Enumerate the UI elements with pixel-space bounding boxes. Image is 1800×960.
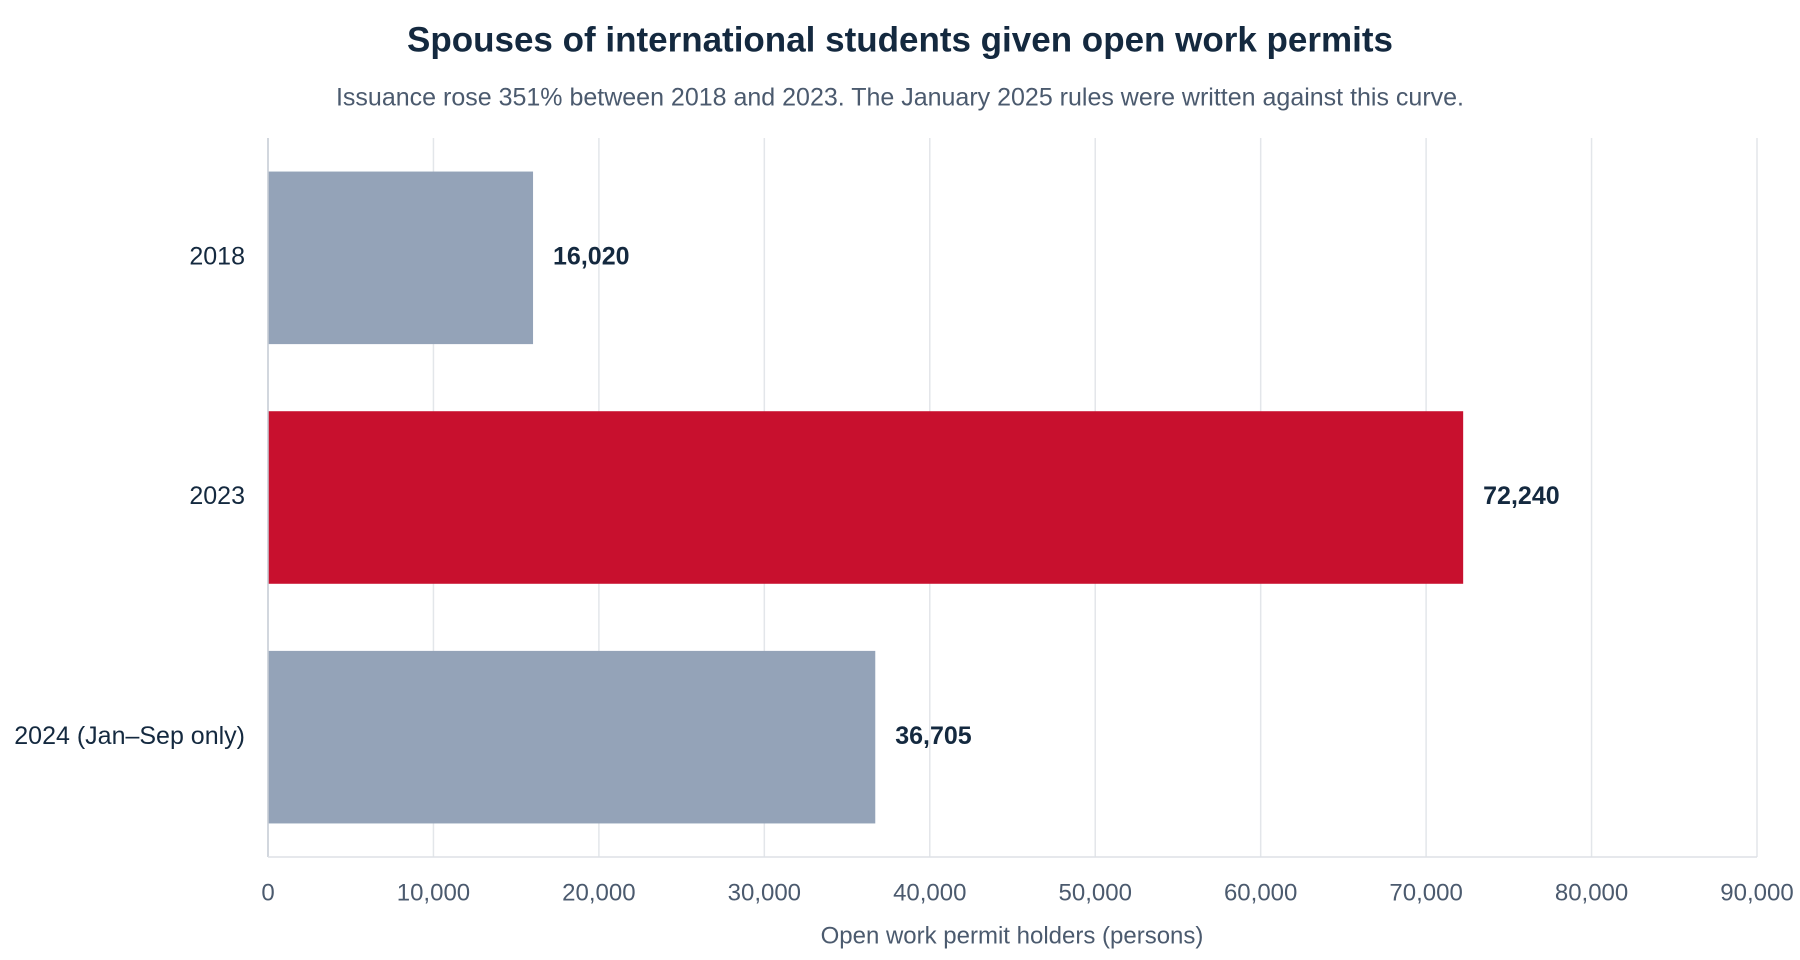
x-tick-label: 40,000 xyxy=(893,879,966,906)
bar xyxy=(268,411,1464,584)
x-tick-label: 80,000 xyxy=(1555,879,1628,906)
x-tick-label: 20,000 xyxy=(562,879,635,906)
x-tick-label: 0 xyxy=(261,879,274,906)
bars: 2018 16,020 2023 72,240 2024 (Jan–Sep only) 3… xyxy=(14,171,1560,824)
y-tick-label: 2024 (Jan–Sep only) xyxy=(14,722,245,750)
x-tick-label: 60,000 xyxy=(1224,879,1297,906)
value-label: 16,020 xyxy=(553,242,629,270)
bar xyxy=(268,650,876,824)
bar xyxy=(268,171,534,345)
y-tick-label: 2018 xyxy=(189,242,245,270)
x-tick-label: 70,000 xyxy=(1389,879,1462,906)
x-tick-label: 50,000 xyxy=(1059,879,1132,906)
x-axis-title: Open work permit holders (persons) xyxy=(821,922,1204,949)
y-tick-label: 2023 xyxy=(189,482,245,510)
x-tick-label: 90,000 xyxy=(1720,879,1793,906)
x-tick-label: 30,000 xyxy=(728,879,801,906)
value-label: 72,240 xyxy=(1483,482,1559,510)
x-tick-label: 10,000 xyxy=(397,879,470,906)
chart-subtitle: Issuance rose 351% between 2018 and 2023… xyxy=(336,84,1464,112)
chart-title: Spouses of international students given … xyxy=(407,20,1393,59)
value-label: 36,705 xyxy=(895,722,972,750)
